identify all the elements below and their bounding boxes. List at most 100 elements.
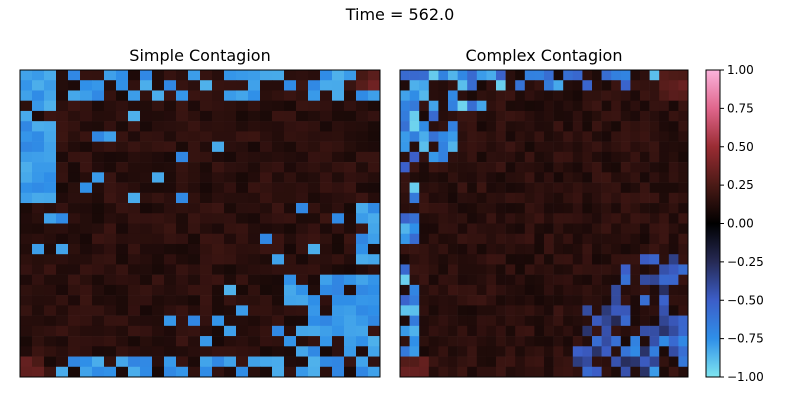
heatmap-cell (544, 182, 554, 194)
heatmap-cell (68, 203, 81, 214)
heatmap-cell (476, 223, 487, 235)
heatmap-cell (515, 141, 526, 153)
heatmap-cell (296, 336, 309, 347)
heatmap-cell (152, 243, 165, 255)
heatmap-cell (496, 151, 506, 163)
heatmap-cell (668, 325, 679, 337)
heatmap-cell (601, 233, 612, 245)
heatmap-cell (572, 90, 583, 101)
heatmap-cell (428, 121, 439, 132)
heatmap-cell (678, 70, 689, 81)
heatmap-cell (320, 305, 333, 316)
heatmap-cell (368, 131, 381, 142)
heatmap-cell (601, 141, 612, 153)
heatmap-cell (128, 274, 141, 286)
heatmap-cell (332, 70, 345, 81)
heatmap-cell (678, 356, 689, 368)
heatmap-cell (457, 90, 468, 101)
heatmap-cell (582, 254, 593, 265)
heatmap-cell (649, 203, 660, 214)
heatmap-cell (176, 274, 189, 286)
heatmap-cell (284, 121, 297, 132)
heatmap-cell (409, 346, 420, 357)
heatmap-cell (572, 325, 583, 337)
heatmap-cell (611, 131, 622, 142)
heatmap-cell (104, 274, 117, 286)
heatmap-cell (116, 151, 129, 163)
heatmap-cell (496, 284, 506, 296)
heatmap-cell (44, 70, 57, 81)
heatmap-cell (524, 274, 535, 286)
heatmap-cell (582, 284, 593, 296)
heatmap-cell (640, 80, 650, 91)
heatmap-cell (200, 305, 213, 316)
heatmap-cell (476, 254, 487, 265)
heatmap-cell (486, 284, 497, 296)
heatmap-cell (56, 70, 69, 81)
heatmap-cell (563, 121, 574, 132)
heatmap-cell (448, 203, 458, 214)
heatmap-cell (200, 284, 213, 296)
heatmap-cell (116, 162, 129, 173)
heatmap-cell (332, 121, 345, 132)
heatmap-cell (438, 264, 449, 275)
heatmap-cell (92, 131, 105, 142)
heatmap-cell (140, 254, 153, 265)
heatmap-cell (200, 254, 213, 265)
heatmap-cell (438, 346, 449, 357)
heatmap-cell (332, 243, 345, 255)
heatmap-cell (592, 192, 602, 204)
heatmap-cell (188, 110, 201, 122)
heatmap-cell (409, 192, 420, 204)
heatmap-cell (104, 325, 117, 337)
heatmap-cell (448, 80, 458, 91)
heatmap-cell (248, 325, 261, 337)
heatmap-cell (438, 90, 449, 101)
heatmap-cell (248, 243, 261, 255)
heatmap-cell (44, 223, 57, 235)
heatmap-cell (188, 243, 201, 255)
heatmap-cell (563, 325, 574, 337)
heatmap-cell (630, 110, 641, 122)
heatmap-cell (152, 162, 165, 173)
heatmap-cell (534, 70, 545, 81)
heatmap-cell (457, 70, 468, 81)
heatmap-cell (68, 366, 81, 378)
heatmap-cell (505, 151, 516, 163)
heatmap-cell (80, 346, 93, 357)
heatmap-cell (296, 254, 309, 265)
heatmap-cell (611, 336, 622, 347)
heatmap-cell (668, 336, 679, 347)
heatmap-cell (601, 162, 612, 173)
heatmap-cell (272, 90, 285, 101)
heatmap-cell (152, 336, 165, 347)
heatmap-cell (332, 192, 345, 204)
heatmap-cell (104, 233, 117, 245)
heatmap-cell (332, 274, 345, 286)
heatmap-cell (428, 80, 439, 91)
heatmap-cell (592, 356, 602, 368)
heatmap-cell (544, 151, 554, 163)
heatmap-cell (56, 80, 69, 91)
heatmap-cell (400, 131, 410, 142)
heatmap-cell (140, 162, 153, 173)
heatmap-cell (467, 100, 478, 112)
heatmap-cell (212, 90, 225, 101)
heatmap-cell (640, 131, 650, 142)
heatmap-cell (620, 284, 631, 296)
heatmap-cell (140, 356, 153, 368)
heatmap-cell (68, 233, 81, 245)
heatmap-cell (563, 182, 574, 194)
heatmap-cell (200, 356, 213, 368)
heatmap-cell (505, 233, 516, 245)
heatmap-cell (200, 192, 213, 204)
heatmap-cell (582, 203, 593, 214)
heatmap-cell (224, 336, 237, 347)
heatmap-cell (176, 264, 189, 275)
heatmap-cell (332, 305, 345, 316)
heatmap-cell (296, 121, 309, 132)
heatmap-cell (44, 356, 57, 368)
heatmap-cell (563, 295, 574, 306)
heatmap-cell (116, 213, 129, 224)
heatmap-cell (308, 110, 321, 122)
